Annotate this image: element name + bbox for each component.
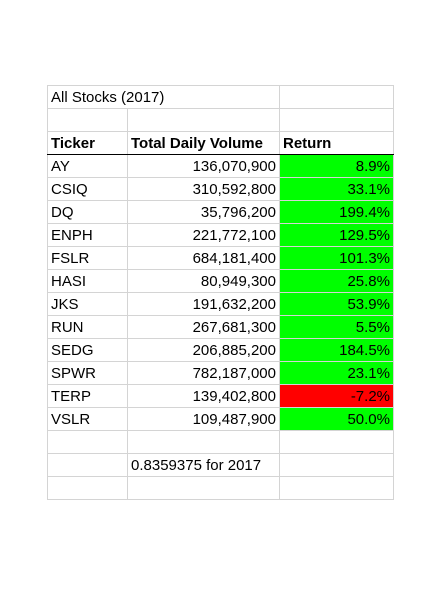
return-cell[interactable]: 8.9% — [279, 154, 394, 178]
volume-cell[interactable]: 191,632,200 — [127, 292, 280, 316]
table-row: AY 136,070,900 8.9% — [47, 154, 394, 178]
table-row: SEDG 206,885,200 184.5% — [47, 338, 394, 362]
table-row: JKS 191,632,200 53.9% — [47, 292, 394, 316]
empty-cell[interactable] — [279, 108, 394, 132]
table-row: DQ 35,796,200 199.4% — [47, 200, 394, 224]
runtime-cell[interactable]: 0.8359375 for 2017 — [127, 453, 280, 477]
volume-cell[interactable]: 35,796,200 — [127, 200, 280, 224]
return-cell[interactable]: 33.1% — [279, 177, 394, 201]
title-row: All Stocks (2017) — [47, 85, 394, 109]
return-cell[interactable]: 53.9% — [279, 292, 394, 316]
title-cell[interactable]: All Stocks (2017) — [47, 85, 280, 109]
table-row: VSLR 109,487,900 50.0% — [47, 407, 394, 431]
ticker-cell[interactable]: AY — [47, 154, 128, 178]
table-row: ENPH 221,772,100 129.5% — [47, 223, 394, 247]
blank-row — [47, 108, 394, 132]
table-row: SPWR 782,187,000 23.1% — [47, 361, 394, 385]
ticker-cell[interactable]: JKS — [47, 292, 128, 316]
return-cell[interactable]: 199.4% — [279, 200, 394, 224]
ticker-cell[interactable]: SEDG — [47, 338, 128, 362]
header-return[interactable]: Return — [279, 131, 394, 155]
return-cell[interactable]: 184.5% — [279, 338, 394, 362]
ticker-cell[interactable]: TERP — [47, 384, 128, 408]
volume-cell[interactable]: 109,487,900 — [127, 407, 280, 431]
volume-cell[interactable]: 310,592,800 — [127, 177, 280, 201]
spreadsheet-grid: All Stocks (2017) Ticker Total Daily Vol… — [47, 85, 394, 500]
return-cell[interactable]: 5.5% — [279, 315, 394, 339]
return-cell[interactable]: -7.2% — [279, 384, 394, 408]
empty-cell[interactable] — [279, 476, 394, 500]
header-row: Ticker Total Daily Volume Return — [47, 131, 394, 155]
empty-cell[interactable] — [279, 85, 394, 109]
blank-row — [47, 430, 394, 454]
volume-cell[interactable]: 782,187,000 — [127, 361, 280, 385]
blank-row — [47, 476, 394, 500]
volume-cell[interactable]: 267,681,300 — [127, 315, 280, 339]
table-row: FSLR 684,181,400 101.3% — [47, 246, 394, 270]
volume-cell[interactable]: 139,402,800 — [127, 384, 280, 408]
volume-cell[interactable]: 221,772,100 — [127, 223, 280, 247]
volume-cell[interactable]: 136,070,900 — [127, 154, 280, 178]
ticker-cell[interactable]: FSLR — [47, 246, 128, 270]
ticker-cell[interactable]: RUN — [47, 315, 128, 339]
empty-cell[interactable] — [127, 430, 280, 454]
ticker-cell[interactable]: HASI — [47, 269, 128, 293]
ticker-cell[interactable]: ENPH — [47, 223, 128, 247]
empty-cell[interactable] — [47, 453, 128, 477]
return-cell[interactable]: 50.0% — [279, 407, 394, 431]
ticker-cell[interactable]: DQ — [47, 200, 128, 224]
empty-cell[interactable] — [127, 108, 280, 132]
empty-cell[interactable] — [47, 476, 128, 500]
empty-cell[interactable] — [47, 430, 128, 454]
runtime-row: 0.8359375 for 2017 — [47, 453, 394, 477]
volume-cell[interactable]: 206,885,200 — [127, 338, 280, 362]
header-ticker[interactable]: Ticker — [47, 131, 128, 155]
empty-cell[interactable] — [47, 108, 128, 132]
volume-cell[interactable]: 684,181,400 — [127, 246, 280, 270]
table-row: HASI 80,949,300 25.8% — [47, 269, 394, 293]
ticker-cell[interactable]: SPWR — [47, 361, 128, 385]
volume-cell[interactable]: 80,949,300 — [127, 269, 280, 293]
return-cell[interactable]: 129.5% — [279, 223, 394, 247]
return-cell[interactable]: 25.8% — [279, 269, 394, 293]
empty-cell[interactable] — [127, 476, 280, 500]
spreadsheet-body: All Stocks (2017) Ticker Total Daily Vol… — [47, 85, 394, 500]
return-cell[interactable]: 101.3% — [279, 246, 394, 270]
empty-cell[interactable] — [279, 453, 394, 477]
table-row: RUN 267,681,300 5.5% — [47, 315, 394, 339]
return-cell[interactable]: 23.1% — [279, 361, 394, 385]
ticker-cell[interactable]: CSIQ — [47, 177, 128, 201]
table-row: TERP 139,402,800 -7.2% — [47, 384, 394, 408]
table-row: CSIQ 310,592,800 33.1% — [47, 177, 394, 201]
ticker-cell[interactable]: VSLR — [47, 407, 128, 431]
empty-cell[interactable] — [279, 430, 394, 454]
header-volume[interactable]: Total Daily Volume — [127, 131, 280, 155]
